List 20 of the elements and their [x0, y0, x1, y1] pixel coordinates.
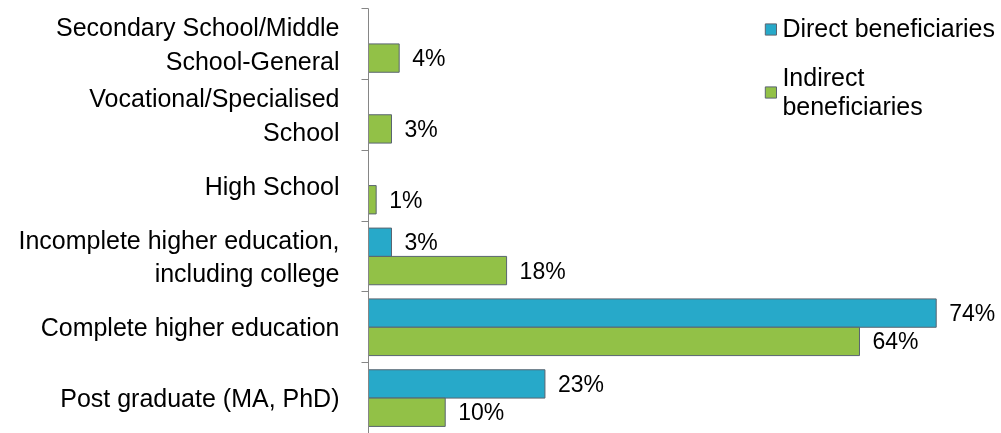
- y-tick-label: Complete higher education: [40, 313, 340, 342]
- y-tick-label: Vocational/Specialised School: [89, 83, 340, 146]
- y-tick-label: Incomplete higher education, including college: [18, 225, 340, 288]
- y-tick-label: High School: [204, 171, 340, 200]
- bar: [368, 114, 393, 144]
- data-label: 74%: [949, 300, 996, 327]
- data-label: 1%: [389, 186, 423, 213]
- data-label: 23%: [557, 370, 604, 397]
- legend-label: Direct beneficiaries: [782, 14, 995, 43]
- data-label: 10%: [458, 399, 505, 426]
- bar: [368, 43, 400, 73]
- data-label: 18%: [519, 257, 566, 284]
- y-tick-label: Post graduate (MA, PhD): [60, 384, 340, 413]
- legend-label: Indirect beneficiaries: [782, 63, 923, 121]
- bar: [368, 185, 377, 215]
- data-label: 3%: [404, 229, 438, 256]
- data-label: 3%: [404, 115, 438, 142]
- y-tick-label: Secondary School/Middle School-General: [56, 13, 340, 75]
- data-label: 64%: [872, 328, 919, 355]
- data-label: 4%: [412, 45, 446, 72]
